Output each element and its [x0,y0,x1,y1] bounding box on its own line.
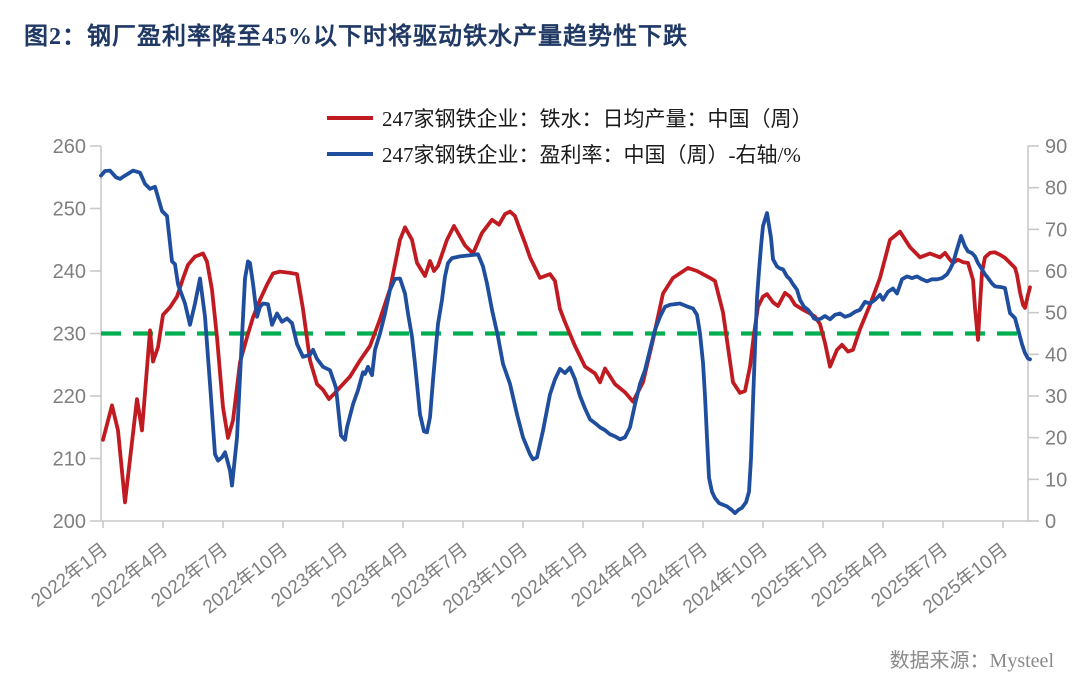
right-axis-tick-label: 10 [1045,469,1067,491]
legend: 247家钢铁企业：铁水：日均产量：中国（周） 247家钢铁企业：盈利率：中国（周）… [327,100,813,171]
data-source-note: 数据来源：Mysteel [889,650,1054,672]
right-axis-tick-label: 20 [1045,428,1067,450]
right-axis-tick-label: 0 [1045,511,1056,533]
chart-title: 图2：钢厂盈利率降至45%以下时将驱动铁水产量趋势性下跌 [24,24,688,50]
left-axis-tick-label: 220 [53,386,86,408]
left-axis-tick-label: 230 [53,324,86,346]
right-axis-tick-label: 60 [1045,261,1067,283]
left-axis-tick-label: 260 [53,136,86,158]
right-axis-tick-label: 50 [1045,303,1067,325]
left-axis-tick-label: 210 [53,449,86,471]
profitability-line [99,168,1032,515]
right-axis-tick-label: 40 [1045,344,1067,366]
right-axis-tick-label: 70 [1045,219,1067,241]
left-axis-tick-label: 240 [53,261,86,283]
left-axis-tick-label: 250 [53,199,86,221]
left-axis-tick-label: 200 [53,511,86,533]
right-axis-tick-label: 90 [1045,136,1067,158]
legend-item: 247家钢铁企业：铁水：日均产量：中国（周） [327,100,813,135]
hot-metal-output-line [101,209,1032,505]
legend-swatch-red-line [327,115,373,120]
legend-label: 247家钢铁企业：盈利率：中国（周）-右轴/% [382,142,801,167]
legend-label: 247家钢铁企业：铁水：日均产量：中国（周） [382,106,813,131]
legend-item: 247家钢铁企业：盈利率：中国（周）-右轴/% [327,136,813,171]
right-axis-tick-label: 30 [1045,386,1067,408]
right-axis-tick-label: 80 [1045,178,1067,200]
legend-swatch-blue-line [327,151,373,156]
